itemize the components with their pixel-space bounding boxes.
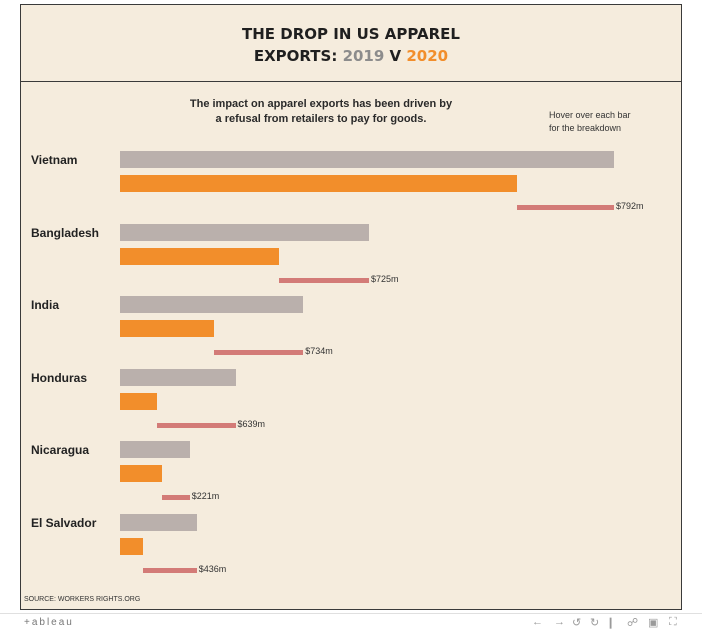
- bar-2020-bangladesh[interactable]: [120, 247, 280, 265]
- drop-label-nicaragua: $221m: [191, 491, 220, 502]
- download-icon[interactable]: ▣: [648, 617, 659, 629]
- bar-2019-el-salvador[interactable]: [120, 514, 197, 531]
- tableau-logo[interactable]: +ableau: [24, 617, 74, 628]
- country-label-honduras: Honduras: [31, 370, 88, 385]
- source-note: SOURCE: WORKERS RIGHTS.ORG: [24, 596, 141, 603]
- drop-label-vietnam: $792m: [616, 201, 644, 211]
- bar-drop-honduras[interactable]: [156, 422, 236, 428]
- bar-2019-honduras[interactable]: [120, 368, 236, 386]
- bar-drop-india[interactable]: [213, 350, 304, 356]
- hover-note-line-1: Hover over each bar: [549, 110, 631, 120]
- country-label-el-salvador: El Salvador: [31, 516, 97, 530]
- bar-2020-el-salvador[interactable]: [120, 538, 143, 555]
- drop-label-india: $734m: [305, 346, 333, 357]
- revert-icon[interactable]: ↺: [572, 617, 582, 629]
- bar-2019-india[interactable]: [120, 296, 304, 314]
- bar-drop-bangladesh[interactable]: [279, 277, 369, 283]
- redo-icon[interactable]: →: [554, 616, 565, 628]
- title-connector: V: [384, 47, 407, 65]
- tableau-toolbar: +ableau ← → ↺ ↻ ❙ ☍ ▣ ⛶: [0, 613, 702, 634]
- drop-label-el-salvador: $436m: [198, 564, 227, 574]
- bar-2020-nicaragua[interactable]: [120, 465, 162, 483]
- hover-note-line-2: for the breakdown: [549, 123, 622, 133]
- drop-label-bangladesh: $725m: [371, 273, 399, 284]
- subtitle-line-2: a refusal from retailers to pay for good…: [215, 113, 427, 125]
- share-icon[interactable]: ☍: [627, 617, 639, 629]
- bar-2019-nicaragua[interactable]: [120, 441, 190, 459]
- bar-2019-bangladesh[interactable]: [120, 223, 369, 241]
- country-label-india: India: [31, 298, 60, 313]
- subtitle-line-1: The impact on apparel exports has been d…: [189, 98, 453, 110]
- refresh-icon[interactable]: ↻: [590, 617, 600, 629]
- chart-container: THE DROP IN US APPAREL EXPORTS: 2019 V 2…: [20, 4, 682, 610]
- title-box: THE DROP IN US APPAREL EXPORTS: 2019 V 2…: [21, 5, 681, 82]
- bar-2020-vietnam[interactable]: [120, 175, 518, 192]
- country-label-nicaragua: Nicaragua: [31, 443, 90, 458]
- bar-2019-vietnam[interactable]: [120, 151, 615, 168]
- drop-label-honduras: $639m: [237, 418, 266, 429]
- title-prefix: EXPORTS:: [253, 47, 343, 65]
- title-line-1: THE DROP IN US APPAREL: [242, 25, 460, 43]
- bar-drop-el-salvador[interactable]: [142, 568, 197, 573]
- bar-drop-nicaragua[interactable]: [161, 495, 190, 501]
- title-year-2019: 2019: [342, 47, 385, 65]
- title-line-2: EXPORTS: 2019 V 2020: [21, 47, 681, 65]
- country-label-bangladesh: Bangladesh: [31, 225, 100, 240]
- chart-subtitle: The impact on apparel exports has been d…: [171, 97, 471, 127]
- bar-drop-vietnam[interactable]: [517, 205, 614, 210]
- hover-note: Hover over each bar for the breakdown: [549, 109, 659, 135]
- bar-2020-honduras[interactable]: [120, 392, 157, 410]
- fullscreen-icon[interactable]: ⛶: [669, 616, 677, 628]
- pause-icon[interactable]: ❙: [606, 617, 616, 629]
- bar-2020-india[interactable]: [120, 320, 214, 338]
- title-year-2020: 2020: [406, 47, 449, 65]
- country-label-vietnam: Vietnam: [31, 153, 78, 167]
- undo-icon[interactable]: ←: [532, 616, 543, 628]
